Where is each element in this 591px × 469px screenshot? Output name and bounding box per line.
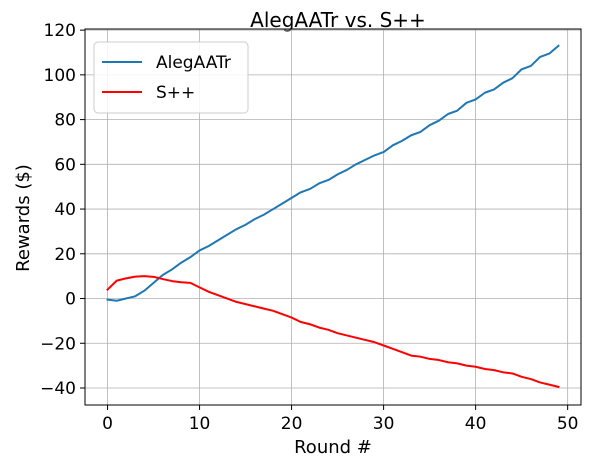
grid [85, 29, 581, 405]
plot-frame [84, 28, 582, 406]
x-tick-label: 30 [373, 414, 395, 434]
y-axis-label: Rewards ($) [13, 164, 34, 272]
x-tick-label: 50 [557, 414, 579, 434]
y-tick-label: 60 [54, 155, 76, 175]
legend-label-s-plus-plus: S++ [156, 83, 195, 103]
x-tick-label: 10 [189, 414, 211, 434]
y-tick-label: −20 [40, 334, 76, 354]
series-line-s-plus-plus [106, 275, 560, 389]
chart-title: AlegAATr vs. S++ [250, 8, 426, 32]
y-tick-label: 20 [54, 245, 76, 265]
y-tick-label: 40 [54, 200, 76, 220]
x-tick-label: 0 [102, 414, 113, 434]
x-tick-label: 40 [465, 414, 487, 434]
y-tick-label: 0 [65, 290, 76, 310]
y-axis-ticks: −40 −20 0 20 40 60 80 100 120 [40, 21, 85, 399]
series-lines [106, 44, 560, 389]
x-axis-label: Round # [294, 437, 372, 458]
x-axis-ticks: 0 10 20 30 40 50 [102, 405, 578, 434]
y-tick-label: 100 [44, 66, 76, 86]
series-line-alegaatr [106, 44, 560, 302]
y-tick-label: −40 [40, 379, 76, 399]
y-tick-label: 120 [44, 21, 76, 41]
x-tick-label: 20 [281, 414, 303, 434]
legend-box [93, 41, 249, 114]
y-tick-label: 80 [54, 111, 76, 131]
legend-label-alegaatr: AlegAATr [156, 53, 231, 73]
legend: AlegAATr S++ [93, 41, 249, 114]
